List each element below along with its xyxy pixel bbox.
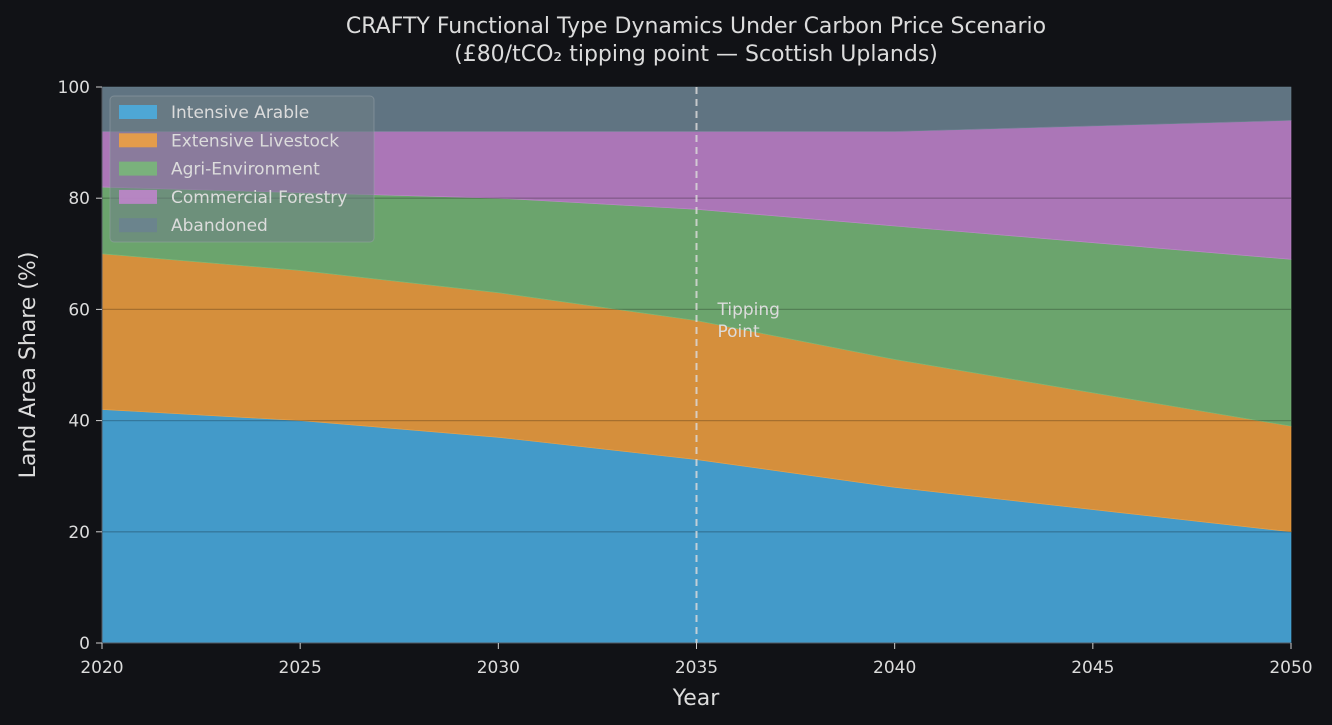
legend-swatch-commercial-forestry [119,189,157,204]
y-tick-label-60: 60 [68,300,90,320]
legend-swatch-intensive-arable [119,105,157,119]
legend-swatch-extensive-livestock [119,133,157,148]
x-tick-label-2035: 2035 [675,658,718,678]
y-tick-label-80: 80 [68,189,90,209]
x-tick-label-2050: 2050 [1269,658,1312,678]
legend-label-agri-environment: Agri-Environment [171,160,320,180]
x-tick-label-2025: 2025 [279,658,322,678]
legend-label-abandoned: Abandoned [171,216,268,236]
y-tick-label-20: 20 [68,523,90,543]
x-axis-label: Year [672,686,721,711]
y-tick-label-0: 0 [79,634,90,654]
tipping-point-label: Tipping [717,300,780,320]
x-tick-label-2045: 2045 [1071,658,1114,678]
tipping-point-label: Point [718,322,761,342]
y-tick-label-40: 40 [68,412,90,432]
x-tick-label-2020: 2020 [80,658,123,678]
legend-swatch-agri-environment [119,161,157,176]
legend-label-intensive-arable: Intensive Arable [171,103,309,123]
x-tick-label-2030: 2030 [477,658,520,678]
y-tick-label-100: 100 [58,78,90,98]
legend: Intensive Arable Extensive Livestock Agri-… [109,95,375,243]
legend-label-commercial-forestry: Commercial Forestry [171,188,347,208]
y-axis-label: Land Area Share (%) [16,252,41,479]
legend-box [109,95,375,243]
chart-subtitle: (£80/tCO₂ tipping point — Scottish Uplan… [454,42,938,67]
legend-label-extensive-livestock: Extensive Livestock [171,131,339,151]
legend-swatch-abandoned [119,218,157,233]
x-tick-label-2040: 2040 [873,658,916,678]
chart-title: CRAFTY Functional Type Dynamics Under Ca… [346,14,1046,39]
